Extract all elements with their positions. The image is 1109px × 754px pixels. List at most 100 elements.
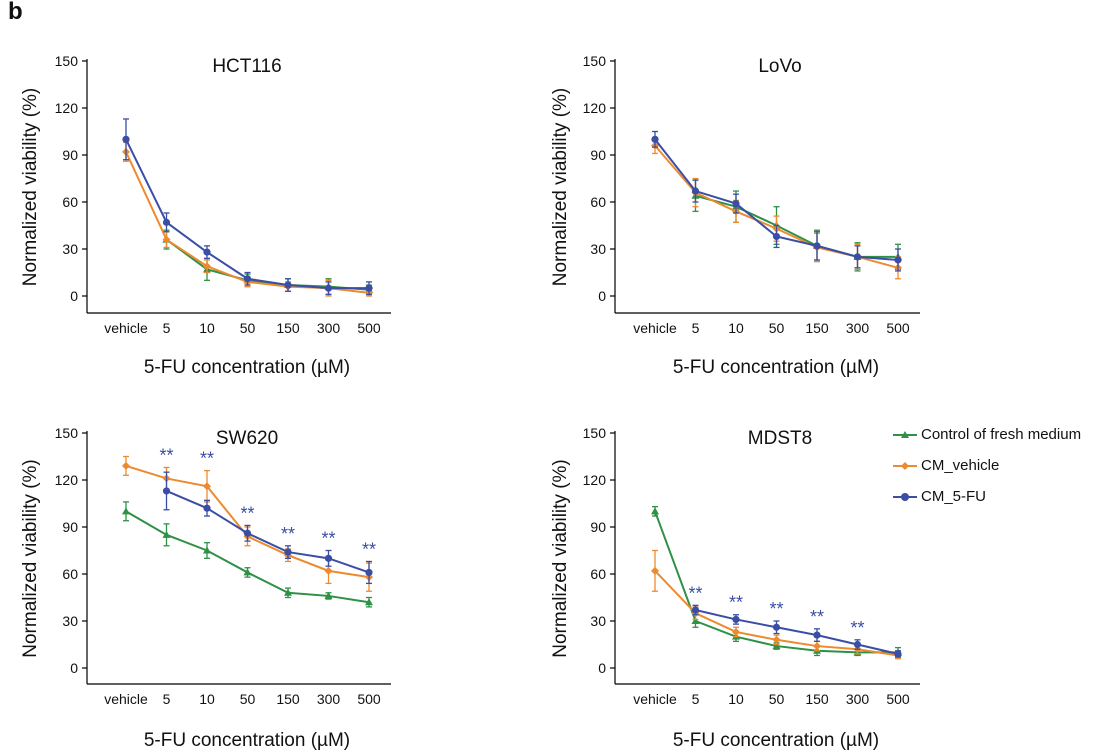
significance-stars: ** [688,583,702,603]
series-line [695,609,899,655]
data-point [813,631,821,639]
data-point [162,530,171,538]
data-point [324,284,333,292]
y-tick-label: 90 [62,519,78,535]
data-point [284,588,292,596]
data-point [365,568,373,577]
y-tick-label: 30 [590,613,606,629]
data-point [651,566,659,575]
x-tick-label: 500 [357,691,381,707]
y-tick-label: 0 [70,660,78,676]
significance-stars: ** [729,593,743,613]
y-tick-label: 120 [583,100,607,116]
legend-label: CM_vehicle [921,457,1000,474]
legend-item-control: Control of fresh medium [893,419,1081,450]
data-point [324,554,333,562]
significance-stars: ** [810,607,824,627]
legend: Control of fresh medium CM_vehicle CM_5-… [893,419,1081,512]
data-point [813,242,821,250]
data-point [651,135,659,143]
legend-item-cm-5fu: CM_5-FU [893,481,1081,512]
data-point [203,482,211,491]
y-axis-label: Normalized viability (%) [550,459,571,658]
y-tick-label: 30 [62,241,78,257]
x-tick-label: 500 [357,320,381,336]
data-point [203,262,211,271]
data-point [284,548,292,556]
series-line [125,151,370,294]
legend-item-cm-vehicle: CM_vehicle [893,450,1081,481]
data-point [284,281,292,289]
x-tick-label: vehicle [104,320,148,336]
x-tick-label: 300 [846,691,870,707]
significance-stars: ** [850,618,864,638]
series-line [125,138,369,290]
x-tick-label: 10 [728,320,744,336]
data-point [772,642,781,650]
data-point [853,640,862,649]
significance-stars: ** [321,529,335,549]
y-tick-label: 90 [62,147,78,163]
data-point [324,566,333,575]
data-point [691,187,700,195]
data-point [894,256,902,264]
significance-stars: ** [159,445,173,465]
x-tick-label: 500 [886,691,910,707]
legend-swatch-control [893,430,917,438]
y-tick-label: 150 [583,53,607,69]
data-point [732,199,740,208]
legend-label: Control of fresh medium [921,426,1082,443]
data-point [772,232,781,241]
x-axis-label: 5-FU concentration (µM) [144,730,350,751]
data-point [894,650,902,658]
y-tick-label: 30 [590,241,606,257]
y-tick-label: 60 [62,566,78,582]
data-point [122,507,130,515]
x-tick-label: vehicle [633,691,677,707]
y-tick-label: 60 [590,194,606,210]
x-tick-label: 10 [199,691,215,707]
y-tick-label: 30 [62,613,78,629]
data-point [365,598,373,606]
data-point [203,546,211,554]
y-tick-label: 0 [598,660,606,676]
x-axis-label: 5-FU concentration (µM) [673,730,879,751]
data-point [243,275,252,283]
y-tick-label: 150 [55,53,79,69]
x-tick-label: 150 [805,691,829,707]
data-point [203,504,211,512]
x-axis-label: 5-FU concentration (µM) [673,357,879,378]
x-tick-label: 10 [728,691,744,707]
data-point [122,461,130,470]
x-tick-label: vehicle [104,691,148,707]
x-tick-label: 10 [199,320,215,336]
y-tick-label: 90 [590,147,606,163]
x-tick-label: 300 [317,691,341,707]
significance-stars: ** [362,539,376,559]
chart-title: LoVo [758,56,801,77]
x-tick-label: 5 [163,320,171,336]
data-point [243,568,252,576]
y-tick-label: 120 [55,472,79,488]
panel-label: b [8,0,23,25]
chart-title: HCT116 [212,56,281,77]
x-tick-label: 50 [240,320,256,336]
x-tick-label: 300 [846,320,870,336]
data-point [324,591,333,599]
x-tick-label: 150 [805,320,829,336]
y-tick-label: 150 [583,425,607,441]
data-point [691,606,700,614]
chart-title: MDST8 [748,428,812,449]
y-tick-label: 0 [70,288,78,304]
data-point [813,642,821,651]
y-tick-label: 60 [590,566,606,582]
data-point [651,507,659,515]
data-point [732,615,740,624]
data-point [162,218,171,226]
y-axis-label: Normalized viability (%) [550,88,571,287]
x-tick-label: 50 [769,691,785,707]
data-point [162,487,171,495]
x-tick-label: 500 [886,320,910,336]
legend-swatch-cm-vehicle [893,461,917,470]
data-point [772,635,781,644]
